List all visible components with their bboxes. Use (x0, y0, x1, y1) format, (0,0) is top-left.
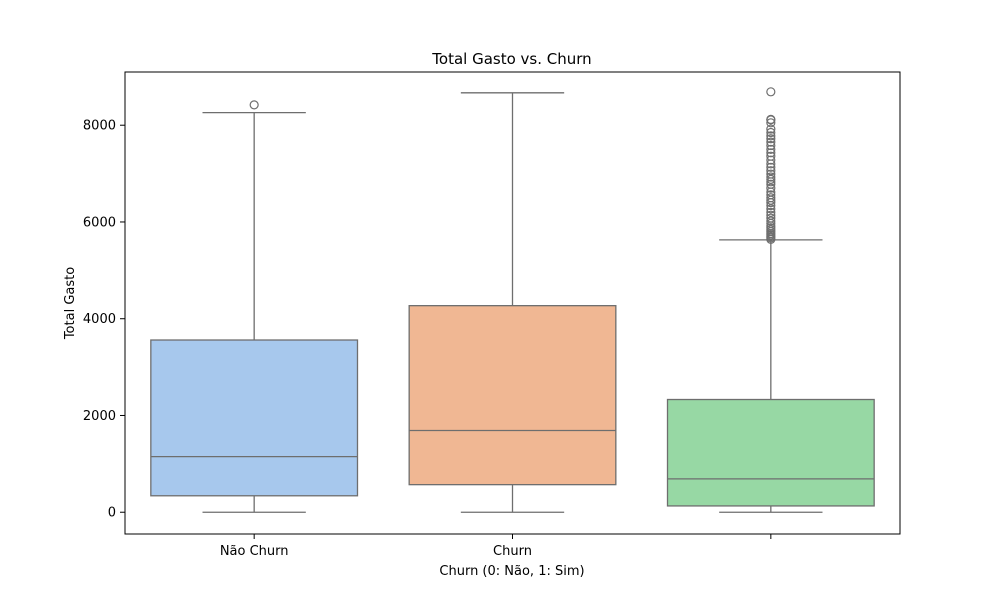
outlier-point (766, 124, 776, 134)
outlier-point (766, 148, 776, 158)
outlier-point (766, 134, 776, 144)
outlier-point (766, 114, 776, 125)
outlier-point (766, 210, 776, 220)
y-tick-label: 4000 (83, 312, 116, 327)
outlier-point (766, 127, 776, 138)
outlier-point (766, 87, 776, 97)
outlier-point (766, 162, 776, 172)
outlier-point (766, 155, 776, 165)
box-iqr (150, 339, 359, 497)
outlier-point (766, 207, 776, 217)
box-iqr (408, 305, 617, 486)
y-tick-label: 2000 (83, 409, 116, 424)
outlier-point (766, 190, 776, 200)
outlier-point (766, 193, 776, 203)
outlier-point (766, 213, 776, 223)
outlier-point (766, 216, 776, 226)
y-axis-label: Total Gasto (63, 267, 78, 340)
outlier-point (766, 179, 776, 189)
x-tick-label: Não Churn (220, 544, 289, 559)
outlier-point (766, 169, 776, 179)
x-tick-label: Churn (493, 544, 532, 559)
outlier-point (766, 204, 776, 214)
outlier-point (766, 151, 776, 161)
y-tick-label: 0 (108, 506, 116, 521)
outlier-point (766, 131, 776, 141)
box-iqr (666, 398, 875, 507)
plot-area: 0 2000 4000 6000 8000 Não Churn Churn (83, 87, 875, 559)
outlier-point (766, 172, 776, 182)
outlier-point (766, 118, 776, 128)
outlier-point (766, 166, 776, 176)
x-axis-label: Churn (0: Não, 1: Sim) (439, 564, 584, 579)
outlier-point (766, 137, 776, 147)
outlier-point (249, 100, 259, 110)
outlier-point (766, 144, 776, 155)
y-tick-label: 6000 (83, 215, 116, 230)
plot-frame (124, 71, 901, 535)
y-tick-label: 8000 (83, 119, 116, 134)
outlier-point (766, 183, 776, 193)
outlier-point (766, 140, 776, 151)
outlier-point (766, 174, 776, 184)
chart-title: Total Gasto vs. Churn (431, 50, 591, 68)
